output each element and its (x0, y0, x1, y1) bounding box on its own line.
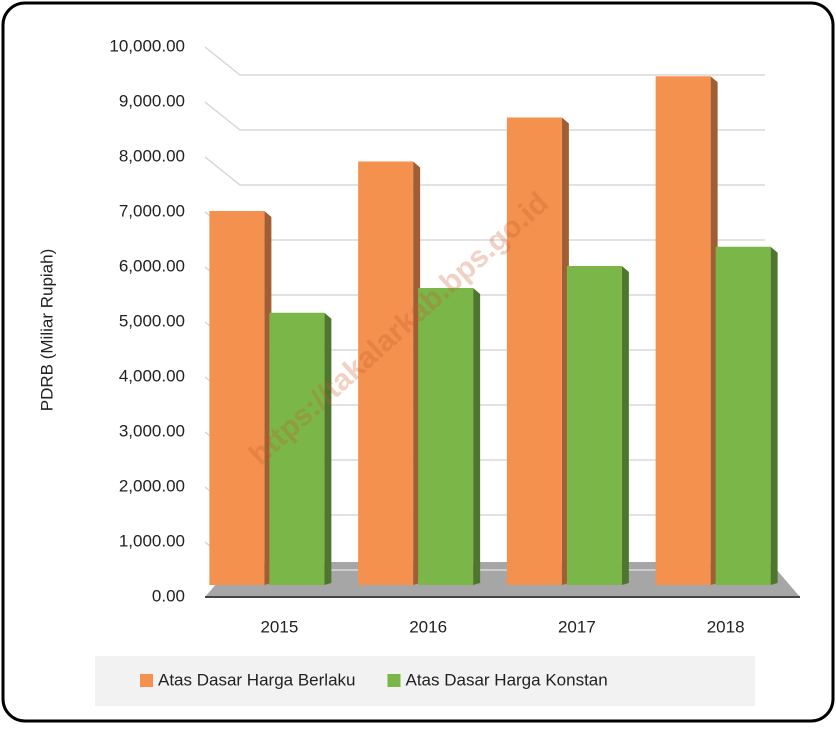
y-axis-label: PDRB (Miliar Rupiah) (37, 249, 56, 411)
y-tick-label: 3,000.00 (119, 421, 185, 440)
bar-side (770, 246, 778, 585)
x-tick-label: 2015 (260, 617, 298, 636)
bar (418, 288, 474, 585)
bar-side (621, 266, 629, 585)
grid-line (204, 156, 765, 186)
x-tick-label: 2017 (558, 617, 596, 636)
legend-swatch (387, 674, 401, 687)
bar (506, 117, 562, 585)
bar-side (324, 312, 332, 585)
bar (715, 246, 771, 585)
grid-line (204, 101, 765, 131)
y-tick-label: 10,000.00 (109, 36, 185, 55)
y-tick-label: 5,000.00 (119, 311, 185, 330)
bar (655, 76, 711, 585)
y-tick-label: 8,000.00 (119, 146, 185, 165)
legend-box (95, 656, 755, 706)
y-tick-label: 4,000.00 (119, 366, 185, 385)
bar (566, 266, 622, 585)
y-tick-label: 2,000.00 (119, 476, 185, 495)
y-tick-label: 9,000.00 (119, 91, 185, 110)
legend-swatch (140, 674, 153, 687)
bar (358, 161, 414, 585)
grid-line (204, 46, 765, 76)
bar (269, 312, 325, 585)
y-tick-label: 7,000.00 (119, 201, 185, 220)
x-tick-label: 2018 (707, 617, 745, 636)
y-tick-label: 0.00 (152, 586, 185, 605)
y-tick-label: 1,000.00 (119, 531, 185, 550)
legend-label: Atas Dasar Harga Berlaku (158, 670, 355, 689)
bar (209, 211, 265, 585)
y-tick-label: 6,000.00 (119, 256, 185, 275)
bar-side (473, 288, 481, 585)
legend-label: Atas Dasar Harga Konstan (405, 670, 607, 689)
x-tick-label: 2016 (409, 617, 447, 636)
